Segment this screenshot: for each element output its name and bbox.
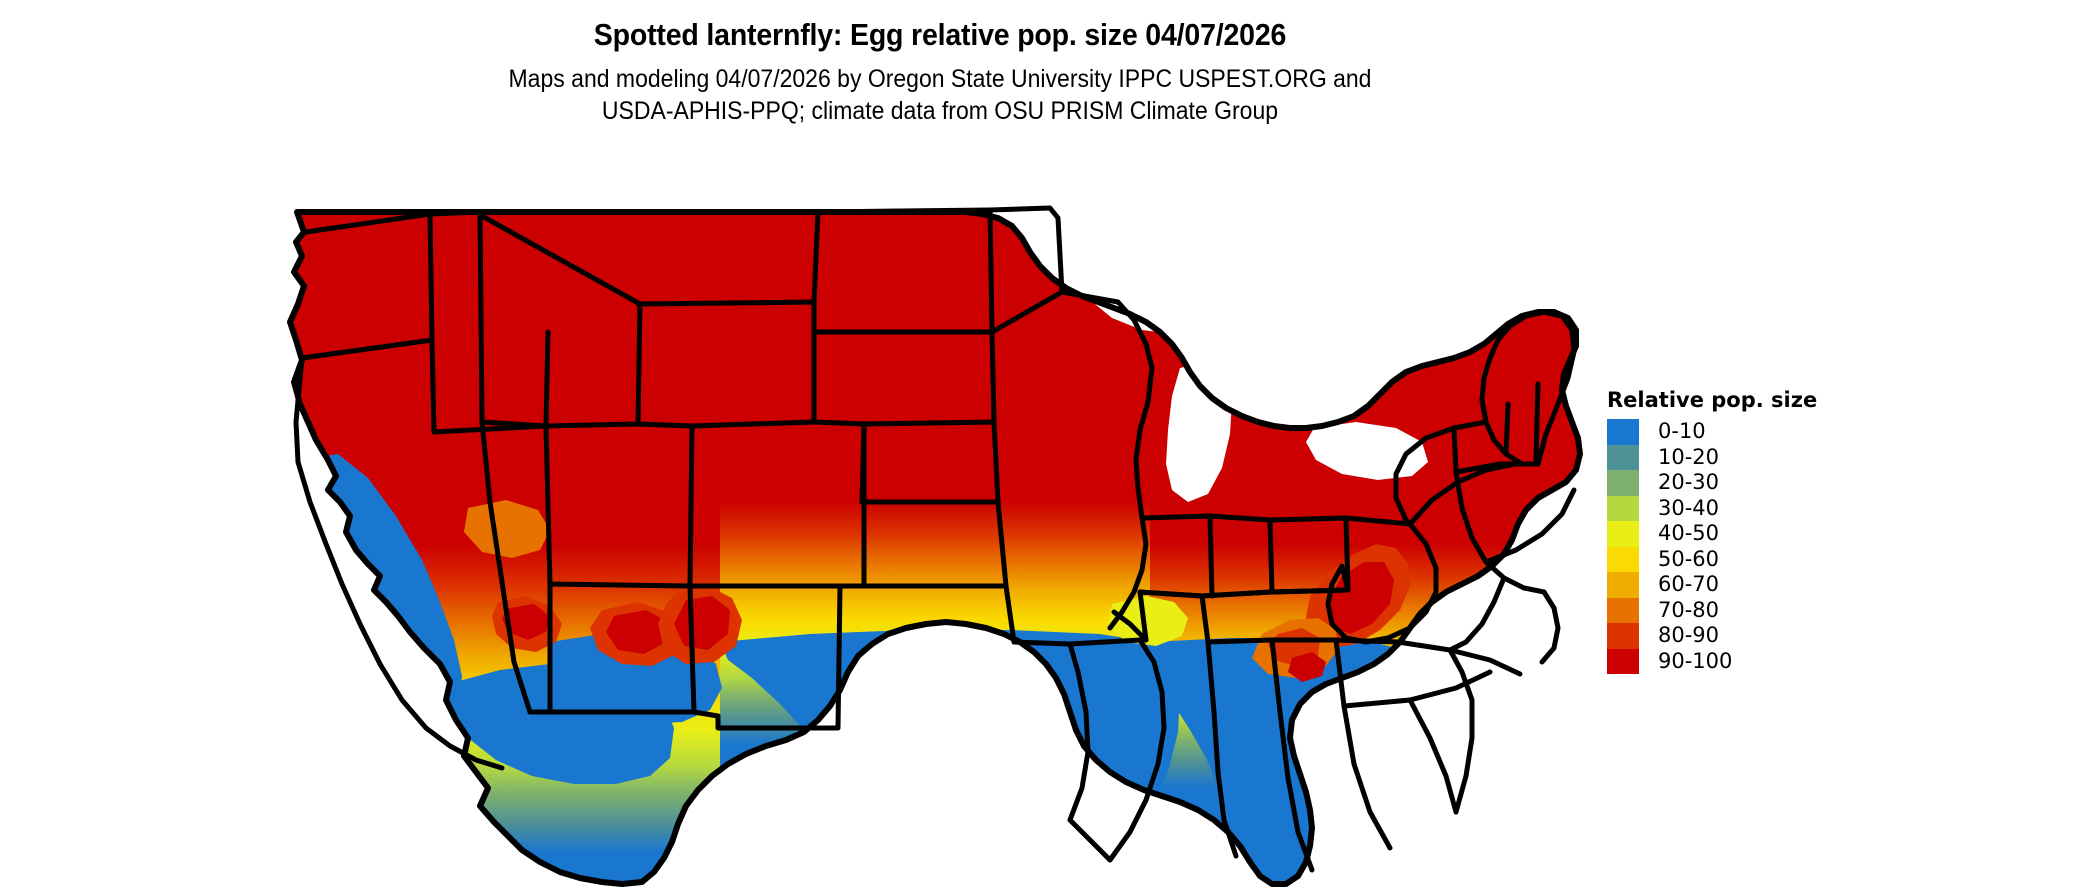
legend-row: 0-10 xyxy=(1607,419,1907,445)
legend-row: 50-60 xyxy=(1607,546,1907,572)
legend-row: 80-90 xyxy=(1607,623,1907,649)
page-title: Spotted lanternfly: Egg relative pop. si… xyxy=(593,17,1287,52)
southwest-mountain-cores xyxy=(386,424,742,666)
map-raster-layer xyxy=(290,212,1580,884)
ozark-highland xyxy=(1108,596,1188,646)
legend-color-swatch xyxy=(1607,623,1639,649)
legend-label: 90-100 xyxy=(1658,648,1733,673)
legend-label: 20-30 xyxy=(1658,470,1720,494)
legend-row: 90-100 xyxy=(1607,648,1907,674)
legend-label: 0-10 xyxy=(1658,419,1706,443)
choropleth-map xyxy=(250,172,1610,888)
legend-label: 50-60 xyxy=(1658,546,1720,571)
legend-label: 30-40 xyxy=(1658,495,1720,520)
title-block: Spotted lanternfly: Egg relative pop. si… xyxy=(0,18,1880,127)
map-subtitle: Maps and modeling 04/07/2026 by Oregon S… xyxy=(75,63,1805,127)
legend-label: 10-20 xyxy=(1658,444,1720,469)
legend-label: 60-70 xyxy=(1658,572,1720,596)
legend-title: Relative pop. size xyxy=(1607,388,1818,412)
map-svg xyxy=(287,205,1583,887)
legend: Relative pop. size 0-10 10-20 20-30 30-40 40… xyxy=(1607,388,1907,674)
map-subtitle-line-1: Maps and modeling 04/07/2026 by Oregon S… xyxy=(508,65,1372,93)
legend-row: 70-80 xyxy=(1607,597,1907,623)
legend-label: 80-90 xyxy=(1658,623,1720,647)
national-border xyxy=(287,209,1583,887)
legend-color-swatch xyxy=(1607,648,1639,674)
legend-row: 30-40 xyxy=(1607,495,1907,521)
legend-row: 40-50 xyxy=(1607,521,1907,547)
legend-label: 40-50 xyxy=(1658,521,1720,545)
legend-row: 20-30 xyxy=(1607,470,1907,496)
legend-color-swatch xyxy=(1607,521,1639,547)
map-subtitle-line-2: USDA-APHIS-PPQ; climate data from OSU PR… xyxy=(601,97,1279,125)
legend-color-swatch xyxy=(1607,470,1639,496)
legend-row: 10-20 xyxy=(1607,444,1907,470)
legend-color-swatch xyxy=(1607,444,1639,470)
legend-items: 0-10 10-20 20-30 30-40 40-50 50-60 60-70 70-80 8… xyxy=(1607,419,1907,674)
legend-color-swatch xyxy=(1607,597,1639,623)
legend-color-swatch xyxy=(1607,495,1639,521)
legend-row: 60-70 xyxy=(1607,572,1907,598)
legend-color-swatch xyxy=(1607,546,1639,572)
legend-color-swatch xyxy=(1607,419,1639,445)
legend-color-swatch xyxy=(1607,572,1639,598)
legend-label: 70-80 xyxy=(1658,597,1720,622)
